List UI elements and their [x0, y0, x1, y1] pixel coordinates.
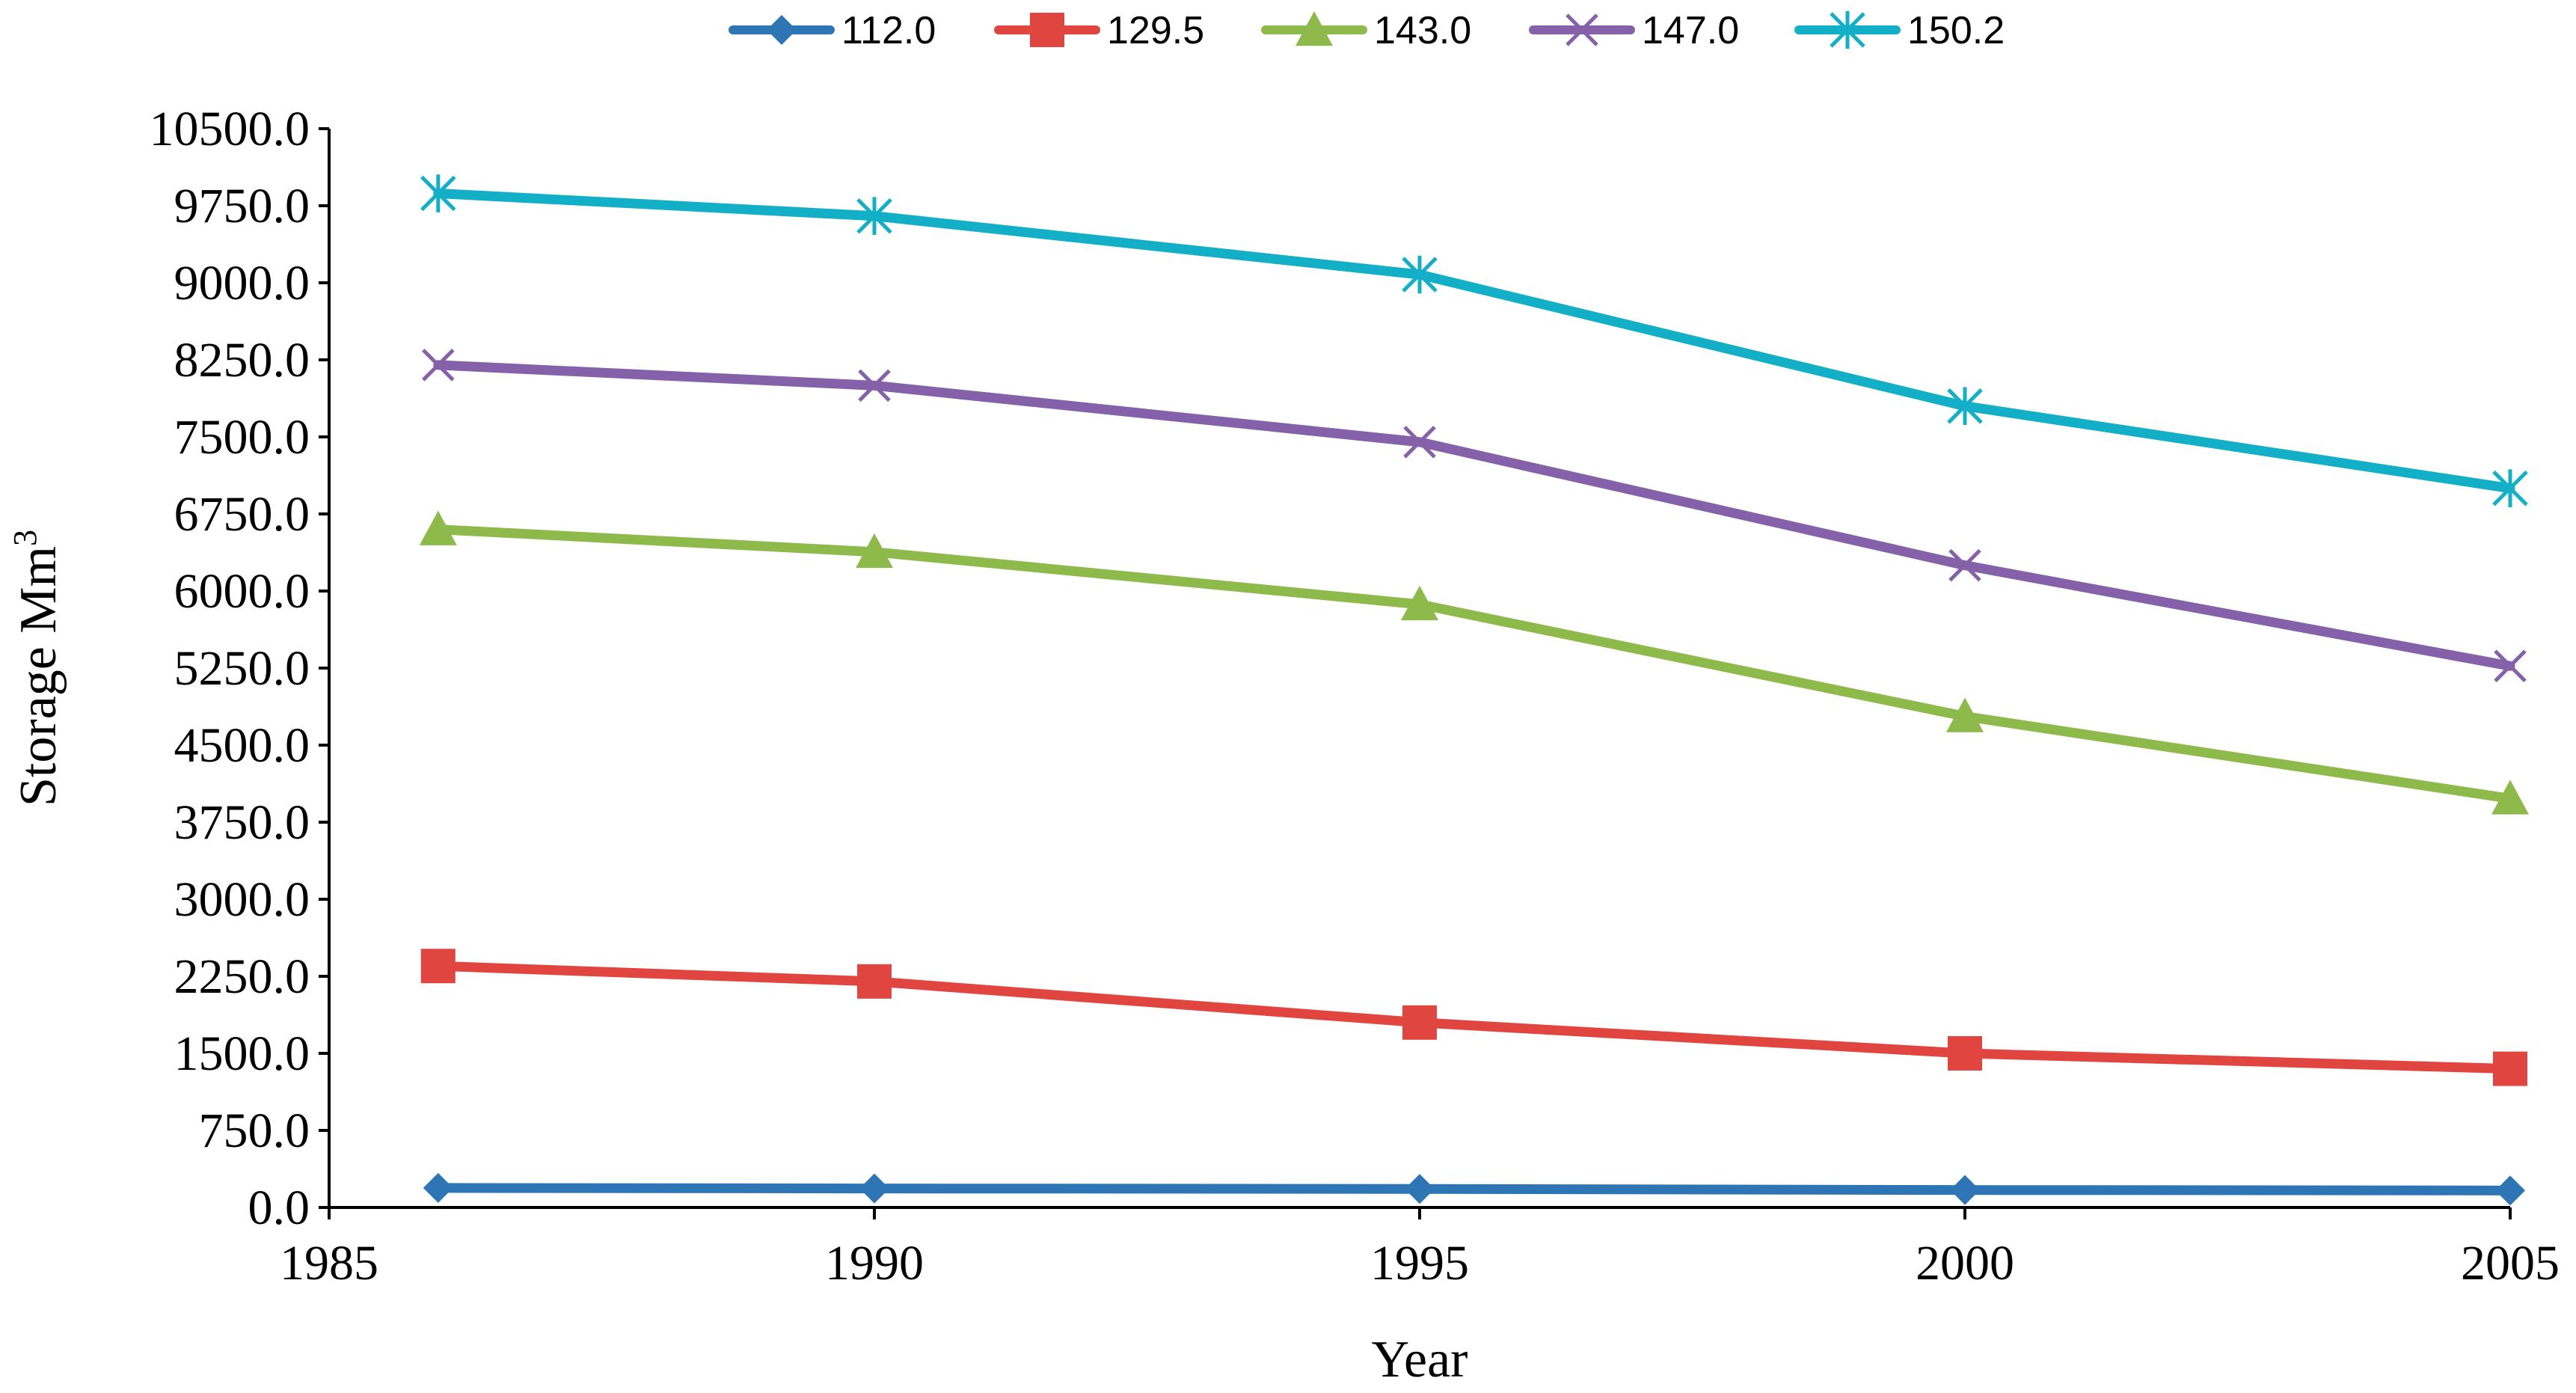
legend-item: 143.0 [1261, 9, 1471, 52]
x-axis-title: Year [1372, 1331, 1468, 1389]
y-axis-title-superscript: 3 [7, 530, 43, 546]
legend-item: 112.0 [729, 9, 936, 52]
legend-item: 147.0 [1529, 9, 1739, 52]
data-point [420, 174, 456, 212]
y-tick-label: 9750.0 [174, 179, 310, 233]
data-point-stroke-b [2494, 649, 2527, 683]
data-point [1946, 697, 1984, 732]
series-112-0 [423, 1172, 2525, 1206]
y-tick-label: 3750.0 [174, 795, 310, 850]
y-tick-label: 6750.0 [174, 487, 310, 542]
data-point [1948, 1036, 1982, 1071]
data-point [423, 1172, 453, 1203]
y-axis: 0.0 750.0 1500.0 2250.0 3000.0 3750.0 4500.0 52… [150, 102, 331, 1235]
x-axis: 1985 1990 1995 2000 2005 [280, 1206, 2560, 1291]
series-150-2 [420, 174, 2528, 507]
y-axis-title: Storage Mm3 [7, 530, 67, 806]
data-point [856, 533, 893, 569]
series-147-0 [422, 349, 2527, 683]
data-point [1405, 1174, 1435, 1204]
legend-marker-stroke-b [1565, 13, 1598, 46]
data-point-stroke-b [858, 369, 891, 402]
data-point-stroke-b [1403, 426, 1436, 459]
legend-label: 147.0 [1642, 9, 1739, 52]
data-point [857, 964, 892, 999]
x-tick-label: 1985 [280, 1236, 378, 1291]
legend-label: 150.2 [1907, 9, 2005, 52]
data-point [1948, 548, 1981, 582]
y-tick-label: 5250.0 [174, 641, 310, 696]
y-tick-label: 1500.0 [174, 1026, 310, 1081]
data-point-stroke-b [1948, 548, 1981, 582]
legend: 112.0 129.5 143.0 147.0 150.2 [729, 9, 2005, 52]
legend-marker [1565, 13, 1598, 46]
data-point [2491, 780, 2529, 815]
legend-marker [1830, 10, 1865, 49]
data-point [1950, 1175, 1980, 1205]
series-line [433, 1183, 2515, 1195]
series-line [433, 360, 2515, 671]
x-tick-label: 1995 [1370, 1236, 1469, 1291]
y-tick-label: 8250.0 [174, 333, 310, 388]
y-tick-label: 3000.0 [174, 872, 310, 927]
y-axis-title-text: Storage Mm [10, 546, 67, 806]
legend-marker [767, 15, 797, 45]
legend-label: 129.5 [1107, 9, 1204, 52]
series-129-5 [420, 949, 2527, 1086]
data-point [1947, 387, 1983, 426]
data-point [1402, 1005, 1437, 1040]
legend-item: 150.2 [1794, 9, 2005, 52]
series-line [433, 189, 2515, 494]
data-point [1402, 255, 1438, 294]
y-tick-label: 7500.0 [174, 410, 310, 465]
y-tick-label: 9000.0 [174, 256, 310, 310]
data-point [2493, 1051, 2527, 1086]
data-point [859, 1173, 889, 1204]
y-tick-label: 750.0 [199, 1103, 310, 1158]
data-point [1403, 426, 1436, 459]
legend-label: 112.0 [841, 9, 936, 52]
data-point [2495, 1175, 2525, 1206]
data-point [2494, 649, 2527, 683]
y-tick-label: 6000.0 [174, 564, 310, 619]
series-layer [419, 174, 2529, 1206]
y-tick-label: 2250.0 [174, 949, 310, 1004]
series-143-0 [419, 510, 2529, 815]
x-tick-label: 2005 [2461, 1236, 2560, 1291]
legend-marker [1030, 13, 1064, 47]
x-tick-label: 2000 [1916, 1236, 2014, 1291]
data-point-stroke-b [422, 349, 455, 382]
data-point [2492, 469, 2528, 507]
y-tick-label: 0.0 [248, 1181, 310, 1235]
data-point [1401, 585, 1438, 621]
y-tick-label: 4500.0 [174, 718, 310, 773]
series-line [433, 961, 2515, 1074]
legend-item: 129.5 [994, 9, 1204, 52]
data-point [858, 369, 891, 402]
data-point [420, 949, 456, 984]
x-tick-label: 1990 [825, 1236, 924, 1291]
y-tick-label: 10500.0 [150, 102, 310, 156]
legend-marker [1295, 11, 1333, 46]
data-point [419, 510, 457, 545]
data-point [856, 197, 892, 236]
series-line [433, 524, 2515, 803]
legend-label: 143.0 [1374, 9, 1471, 52]
data-point [422, 349, 455, 382]
